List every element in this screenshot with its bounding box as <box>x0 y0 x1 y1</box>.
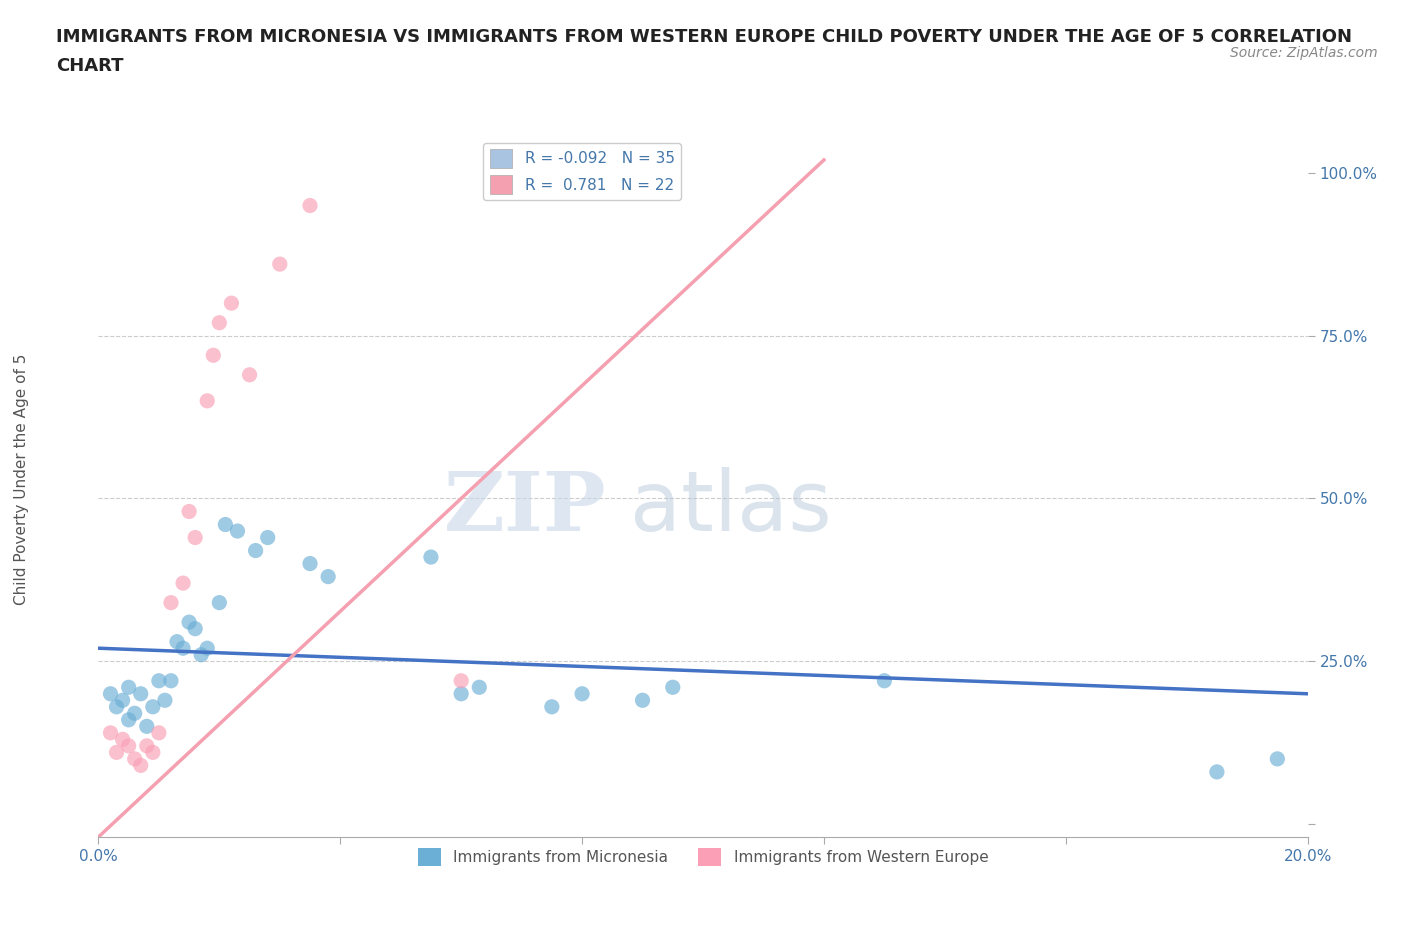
Text: atlas: atlas <box>630 467 832 548</box>
Point <box>661 680 683 695</box>
Point <box>105 699 128 714</box>
Point <box>540 185 562 200</box>
Point <box>111 693 134 708</box>
Point <box>202 348 225 363</box>
Point <box>166 634 188 649</box>
Legend: Immigrants from Micronesia, Immigrants from Western Europe: Immigrants from Micronesia, Immigrants f… <box>412 842 994 872</box>
Point <box>245 543 267 558</box>
Text: IMMIGRANTS FROM MICRONESIA VS IMMIGRANTS FROM WESTERN EUROPE CHILD POVERTY UNDER: IMMIGRANTS FROM MICRONESIA VS IMMIGRANTS… <box>56 28 1353 75</box>
Point <box>105 745 128 760</box>
Point <box>239 367 262 382</box>
Point <box>190 647 212 662</box>
Point <box>124 706 146 721</box>
Point <box>142 745 165 760</box>
Point <box>111 732 134 747</box>
Point <box>179 615 201 630</box>
Point <box>118 680 141 695</box>
Point <box>221 296 243 311</box>
Y-axis label: Child Poverty Under the Age of 5: Child Poverty Under the Age of 5 <box>14 353 30 604</box>
Point <box>316 569 339 584</box>
Point <box>129 758 152 773</box>
Point <box>873 673 896 688</box>
Point <box>450 673 472 688</box>
Point <box>184 621 207 636</box>
Point <box>135 719 157 734</box>
Point <box>118 738 141 753</box>
Point <box>124 751 146 766</box>
Point <box>148 725 170 740</box>
Point <box>256 530 278 545</box>
Point <box>1206 764 1229 779</box>
Point <box>153 693 176 708</box>
Point <box>420 550 443 565</box>
Point <box>142 699 165 714</box>
Point <box>184 530 207 545</box>
Text: Source: ZipAtlas.com: Source: ZipAtlas.com <box>1230 46 1378 60</box>
Point <box>100 686 122 701</box>
Point <box>172 641 194 656</box>
Point <box>571 686 593 701</box>
Point <box>208 315 231 330</box>
Point <box>179 504 201 519</box>
Point <box>269 257 291 272</box>
Point <box>1267 751 1289 766</box>
Point <box>160 595 183 610</box>
Point <box>450 686 472 701</box>
Point <box>195 641 218 656</box>
Point <box>195 393 218 408</box>
Point <box>100 725 122 740</box>
Point <box>118 712 141 727</box>
Point <box>160 673 183 688</box>
Point <box>208 595 231 610</box>
Point <box>631 693 654 708</box>
Point <box>540 699 562 714</box>
Point <box>129 686 152 701</box>
Point <box>468 680 491 695</box>
Text: ZIP: ZIP <box>444 468 606 548</box>
Point <box>299 198 322 213</box>
Point <box>299 556 322 571</box>
Point <box>135 738 157 753</box>
Point <box>226 524 249 538</box>
Point <box>148 673 170 688</box>
Point <box>214 517 236 532</box>
Point <box>172 576 194 591</box>
